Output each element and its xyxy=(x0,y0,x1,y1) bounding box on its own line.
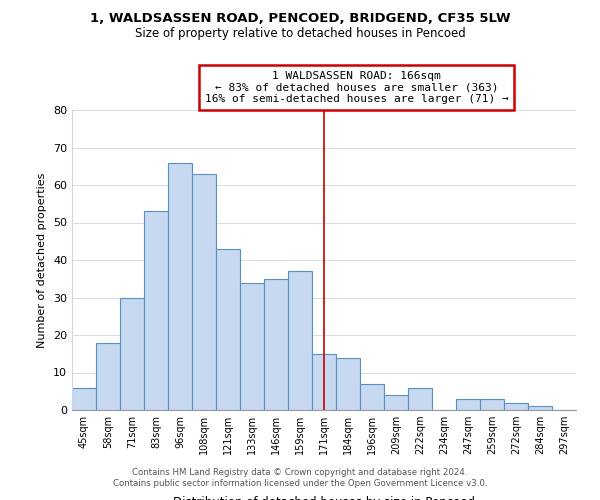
Bar xyxy=(384,395,408,410)
Bar xyxy=(456,399,480,410)
Bar xyxy=(168,162,192,410)
Bar xyxy=(240,282,264,410)
Bar xyxy=(528,406,552,410)
Bar xyxy=(192,174,216,410)
Bar xyxy=(144,211,168,410)
Text: Contains HM Land Registry data © Crown copyright and database right 2024.
Contai: Contains HM Land Registry data © Crown c… xyxy=(113,468,487,487)
Bar xyxy=(120,298,144,410)
Bar xyxy=(216,248,240,410)
Bar xyxy=(312,354,336,410)
Bar xyxy=(480,399,504,410)
Bar xyxy=(504,402,528,410)
Text: 1, WALDSASSEN ROAD, PENCOED, BRIDGEND, CF35 5LW: 1, WALDSASSEN ROAD, PENCOED, BRIDGEND, C… xyxy=(89,12,511,26)
X-axis label: Distribution of detached houses by size in Pencoed: Distribution of detached houses by size … xyxy=(173,496,475,500)
Bar xyxy=(360,384,384,410)
Bar xyxy=(96,342,120,410)
Text: Size of property relative to detached houses in Pencoed: Size of property relative to detached ho… xyxy=(134,28,466,40)
Bar xyxy=(72,388,96,410)
Bar xyxy=(336,358,360,410)
Y-axis label: Number of detached properties: Number of detached properties xyxy=(37,172,47,348)
Bar xyxy=(264,279,288,410)
Bar xyxy=(288,271,312,410)
Bar xyxy=(408,388,432,410)
Text: 1 WALDSASSEN ROAD: 166sqm
← 83% of detached houses are smaller (363)
16% of semi: 1 WALDSASSEN ROAD: 166sqm ← 83% of detac… xyxy=(205,71,509,104)
